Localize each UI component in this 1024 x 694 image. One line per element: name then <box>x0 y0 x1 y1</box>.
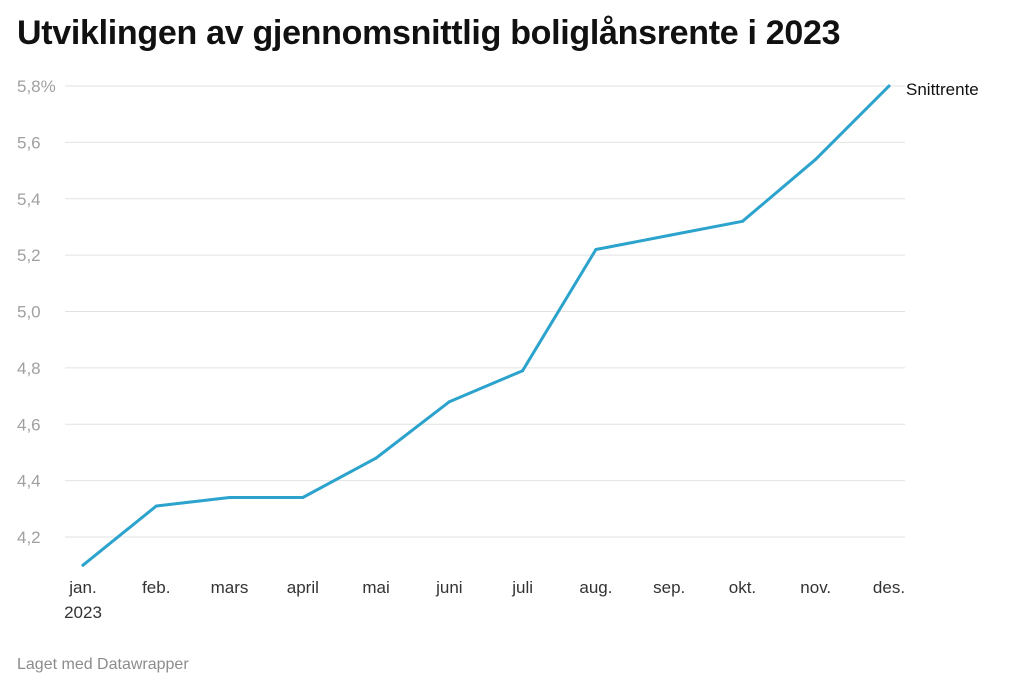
x-tick-label: sep. <box>653 578 685 597</box>
data-point <box>81 563 85 567</box>
y-tick-label: 4,4 <box>17 472 41 491</box>
x-tick-label: juli <box>511 578 533 597</box>
data-point <box>521 369 525 373</box>
y-tick-label: 4,2 <box>17 528 41 547</box>
x-tick-label: mars <box>211 578 249 597</box>
data-point <box>667 233 671 237</box>
series-lines <box>81 84 891 567</box>
x-tick-label: april <box>287 578 319 597</box>
series-label: Snittrente <box>906 80 979 99</box>
y-tick-label: 4,6 <box>17 415 41 434</box>
data-point <box>228 496 232 500</box>
x-tick-label: nov. <box>800 578 831 597</box>
x-tick-label: okt. <box>729 578 756 597</box>
data-point <box>447 400 451 404</box>
y-tick-label: 4,8 <box>17 359 41 378</box>
data-point <box>374 456 378 460</box>
y-axis: 4,2 4,4 4,6 4,8 5,0 5,2 5,4 5,6 5,8% <box>17 77 56 547</box>
data-point <box>814 157 818 161</box>
data-point <box>594 247 598 251</box>
x-tick-label: des. <box>873 578 905 597</box>
data-point <box>887 84 891 88</box>
x-tick-label: juni <box>435 578 462 597</box>
data-point <box>740 219 744 223</box>
gridlines <box>65 85 905 538</box>
y-tick-label: 5,8% <box>17 77 56 96</box>
data-point <box>301 496 305 500</box>
chart-title: Utviklingen av gjennomsnittlig boliglåns… <box>17 14 841 52</box>
x-tick-label: jan. <box>68 578 96 597</box>
x-tick-label: aug. <box>579 578 612 597</box>
footer-credit: Laget med Datawrapper <box>17 656 189 673</box>
x-tick-label: mai <box>362 578 389 597</box>
y-tick-label: 5,6 <box>17 133 41 152</box>
series-labels: Snittrente <box>906 80 979 99</box>
line-chart: 4,2 4,4 4,6 4,8 5,0 5,2 5,4 5,6 5,8% jan. feb. mar… <box>17 77 979 622</box>
y-tick-label: 5,4 <box>17 190 41 209</box>
x-axis: jan. feb. mars april mai juni juli aug. sep. okt.… <box>64 578 905 622</box>
y-tick-label: 5,0 <box>17 303 41 322</box>
series-line <box>81 84 891 567</box>
y-tick-label: 5,2 <box>17 246 41 265</box>
data-point <box>154 504 158 508</box>
x-tick-sublabel: 2023 <box>64 603 102 622</box>
x-tick-label: feb. <box>142 578 170 597</box>
